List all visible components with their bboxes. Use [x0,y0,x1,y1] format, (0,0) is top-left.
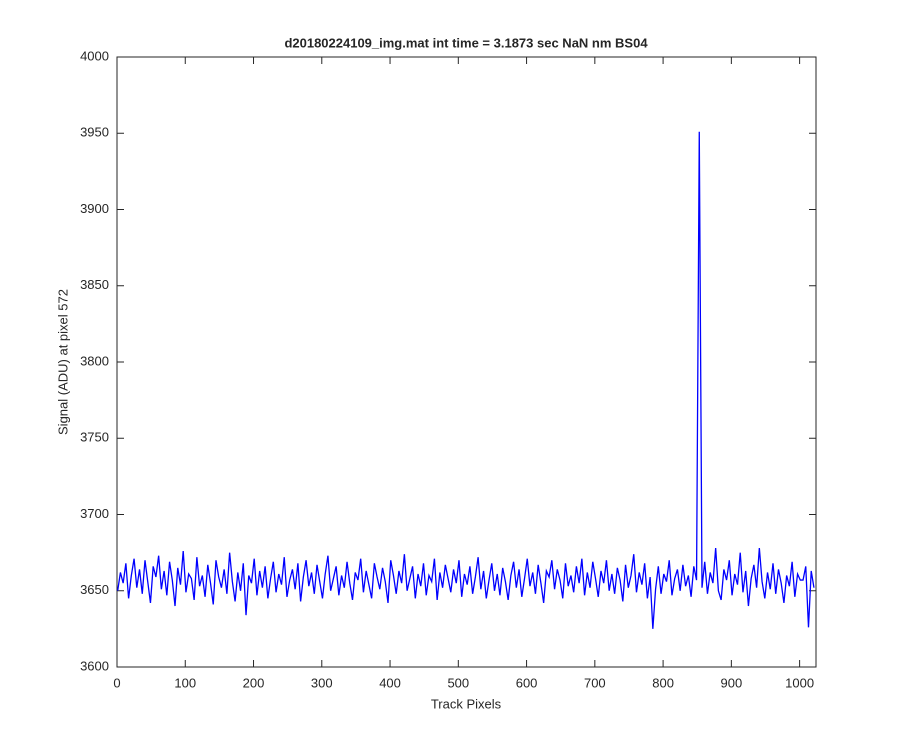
x-tick-label: 1000 [785,675,814,690]
y-tick-label: 3800 [80,353,109,368]
y-tick-label: 3600 [80,658,109,673]
x-tick-label: 900 [721,675,743,690]
x-tick-label: 500 [447,675,469,690]
y-tick-label: 3650 [80,582,109,597]
x-tick-label: 0 [113,675,120,690]
x-tick-label: 100 [174,675,196,690]
data-line [117,131,815,629]
x-tick-label: 700 [584,675,606,690]
x-tick-label: 800 [652,675,674,690]
y-tick-label: 4000 [80,48,109,63]
x-tick-label: 300 [311,675,333,690]
x-tick-label: 200 [243,675,265,690]
x-axis-label: Track Pixels [431,696,502,711]
y-axis-label: Signal (ADU) at pixel 572 [55,289,70,435]
y-tick-label: 3700 [80,506,109,521]
x-tick-label: 600 [516,675,538,690]
y-tick-label: 3850 [80,277,109,292]
y-tick-label: 3900 [80,201,109,216]
y-tick-label: 3950 [80,125,109,140]
chart-title: d20180224109_img.mat int time = 3.1873 s… [284,35,648,50]
y-tick-label: 3750 [80,430,109,445]
x-tick-label: 400 [379,675,401,690]
